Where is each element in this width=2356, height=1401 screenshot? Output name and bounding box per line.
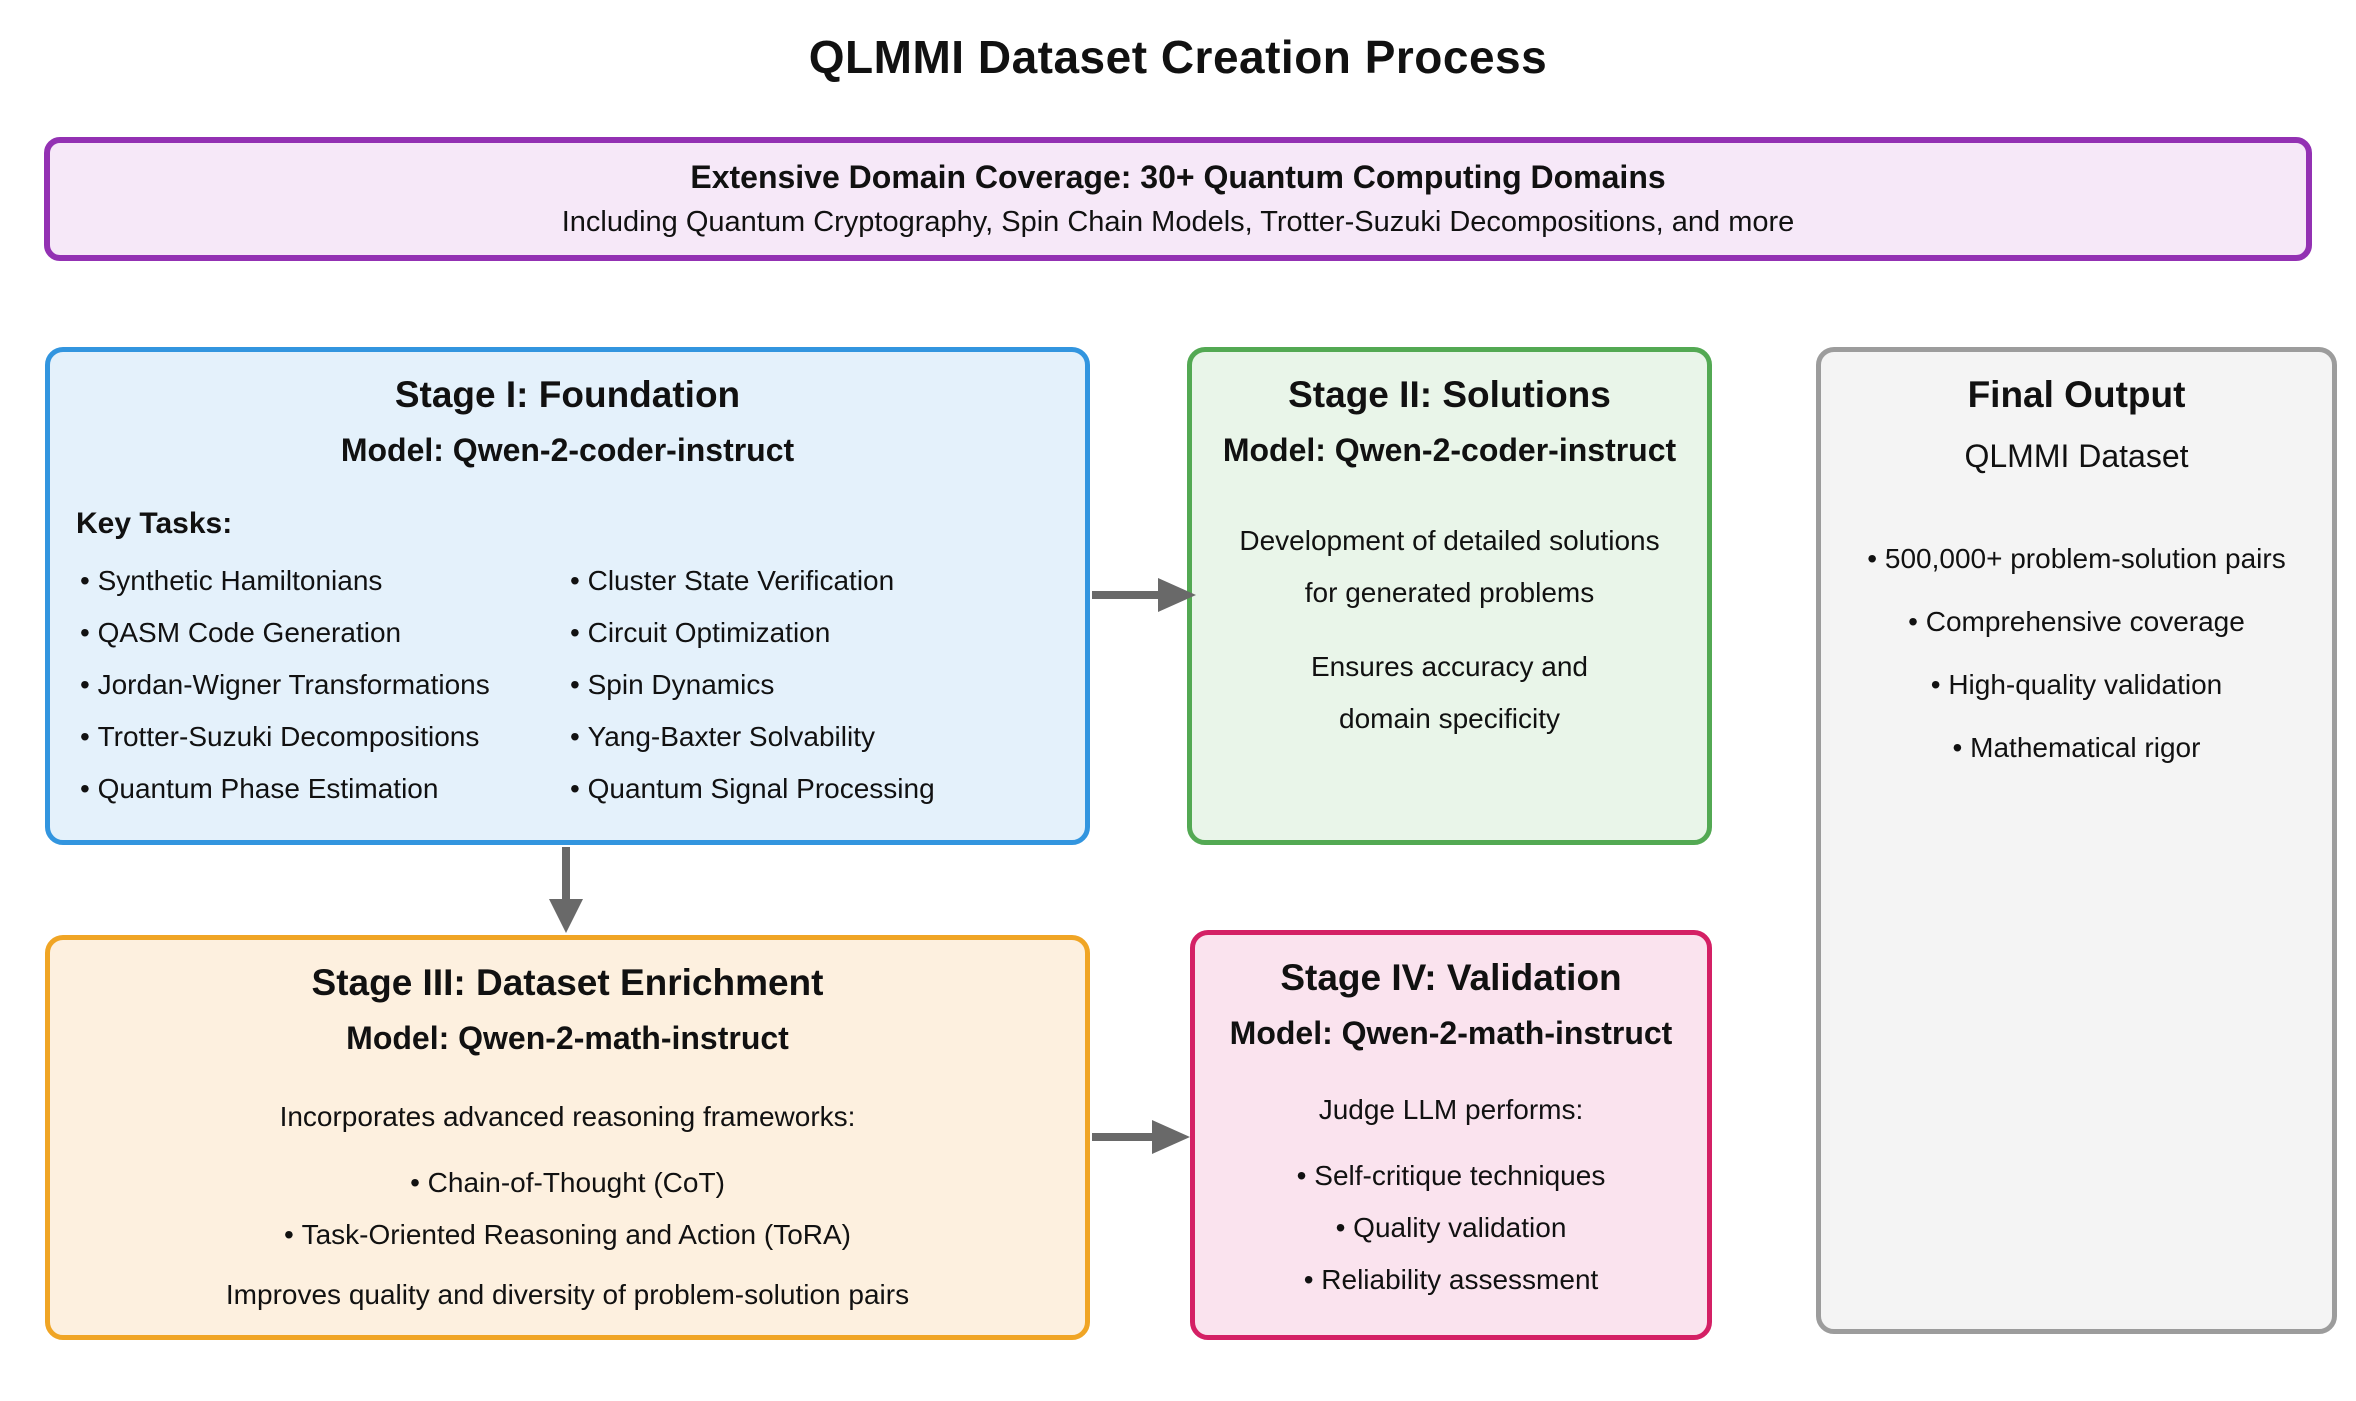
final-output-item: High-quality validation: [1821, 653, 2332, 716]
arrow-shaft: [1092, 1133, 1158, 1141]
key-tasks-columns: Synthetic Hamiltonians QASM Code Generat…: [80, 555, 1085, 815]
stage3-title: Stage III: Dataset Enrichment: [311, 962, 824, 1003]
page-title: QLMMI Dataset Creation Process: [808, 31, 1548, 83]
final-output-item: 500,000+ problem-solution pairs: [1821, 527, 2332, 590]
stage3-outro: Improves quality and diversity of proble…: [225, 1279, 910, 1310]
task-list-col1: Synthetic Hamiltonians QASM Code Generat…: [80, 555, 570, 815]
stage1-title: Stage I: Foundation: [394, 374, 741, 415]
task-item: Circuit Optimization: [570, 607, 935, 659]
task-item: Trotter-Suzuki Decompositions: [80, 711, 570, 763]
final-output-item: Mathematical rigor: [1821, 716, 2332, 779]
stage2-solutions-box: Stage II: Solutions Model: Qwen-2-coder-…: [1187, 347, 1712, 845]
task-item: Quantum Phase Estimation: [80, 763, 570, 815]
arrow-stage1-to-stage2: [1092, 578, 1196, 612]
stage4-bullet: Quality validation: [1195, 1202, 1707, 1254]
task-item: Cluster State Verification: [570, 555, 935, 607]
arrow-down-icon: [549, 899, 583, 933]
stage2-description-line: Development of detailed solutions: [1239, 525, 1660, 556]
task-item: Synthetic Hamiltonians: [80, 555, 570, 607]
final-output-subtitle: QLMMI Dataset: [1964, 438, 2189, 474]
task-item: Quantum Signal Processing: [570, 763, 935, 815]
arrow-shaft: [1092, 591, 1164, 599]
task-item: Jordan-Wigner Transformations: [80, 659, 570, 711]
stage4-model: Model: Qwen-2-math-instruct: [1229, 1015, 1673, 1051]
arrow-shaft: [562, 847, 570, 903]
stage4-bullet: Self-critique techniques: [1195, 1150, 1707, 1202]
banner-subheading: Including Quantum Cryptography, Spin Cha…: [561, 206, 1795, 238]
stage3-bullet: Task-Oriented Reasoning and Action (ToRA…: [50, 1209, 1085, 1261]
arrow-right-icon: [1152, 1120, 1190, 1154]
task-list-col2: Cluster State Verification Circuit Optim…: [570, 555, 935, 815]
stage2-assurance-line: Ensures accuracy and: [1310, 651, 1589, 682]
stage1-model: Model: Qwen-2-coder-instruct: [340, 432, 795, 468]
stage2-description-line: for generated problems: [1304, 577, 1595, 608]
stage2-assurance: Ensures accuracy and domain specificity: [1192, 641, 1707, 745]
stage4-title: Stage IV: Validation: [1280, 957, 1622, 998]
final-output-list: 500,000+ problem-solution pairs Comprehe…: [1821, 527, 2332, 779]
final-output-box: Final Output QLMMI Dataset 500,000+ prob…: [1816, 347, 2337, 1334]
stage2-assurance-line: domain specificity: [1339, 703, 1560, 734]
task-item: Yang-Baxter Solvability: [570, 711, 935, 763]
arrow-stage3-to-stage4: [1092, 1120, 1190, 1154]
stage4-intro: Judge LLM performs:: [1318, 1094, 1584, 1125]
task-item: QASM Code Generation: [80, 607, 570, 659]
stage4-validation-box: Stage IV: Validation Model: Qwen-2-math-…: [1190, 930, 1712, 1340]
final-output-title: Final Output: [1967, 374, 2186, 415]
stage2-model: Model: Qwen-2-coder-instruct: [1222, 432, 1677, 468]
stage2-description: Development of detailed solutions for ge…: [1192, 515, 1707, 619]
domain-coverage-banner: Extensive Domain Coverage: 30+ Quantum C…: [44, 137, 2312, 261]
arrow-right-icon: [1158, 578, 1196, 612]
stage2-title: Stage II: Solutions: [1288, 374, 1611, 415]
stage3-enrichment-box: Stage III: Dataset Enrichment Model: Qwe…: [45, 935, 1090, 1340]
banner-heading: Extensive Domain Coverage: 30+ Quantum C…: [690, 159, 1666, 195]
final-output-item: Comprehensive coverage: [1821, 590, 2332, 653]
arrow-stage1-to-stage3: [549, 847, 583, 933]
task-item: Spin Dynamics: [570, 659, 935, 711]
stage3-bullet: Chain-of-Thought (CoT): [50, 1157, 1085, 1209]
key-tasks-label: Key Tasks:: [76, 507, 233, 540]
stage1-foundation-box: Stage I: Foundation Model: Qwen-2-coder-…: [45, 347, 1090, 845]
stage3-model: Model: Qwen-2-math-instruct: [346, 1020, 789, 1056]
stage4-bullet: Reliability assessment: [1195, 1254, 1707, 1306]
stage3-intro: Incorporates advanced reasoning framewor…: [279, 1101, 856, 1132]
